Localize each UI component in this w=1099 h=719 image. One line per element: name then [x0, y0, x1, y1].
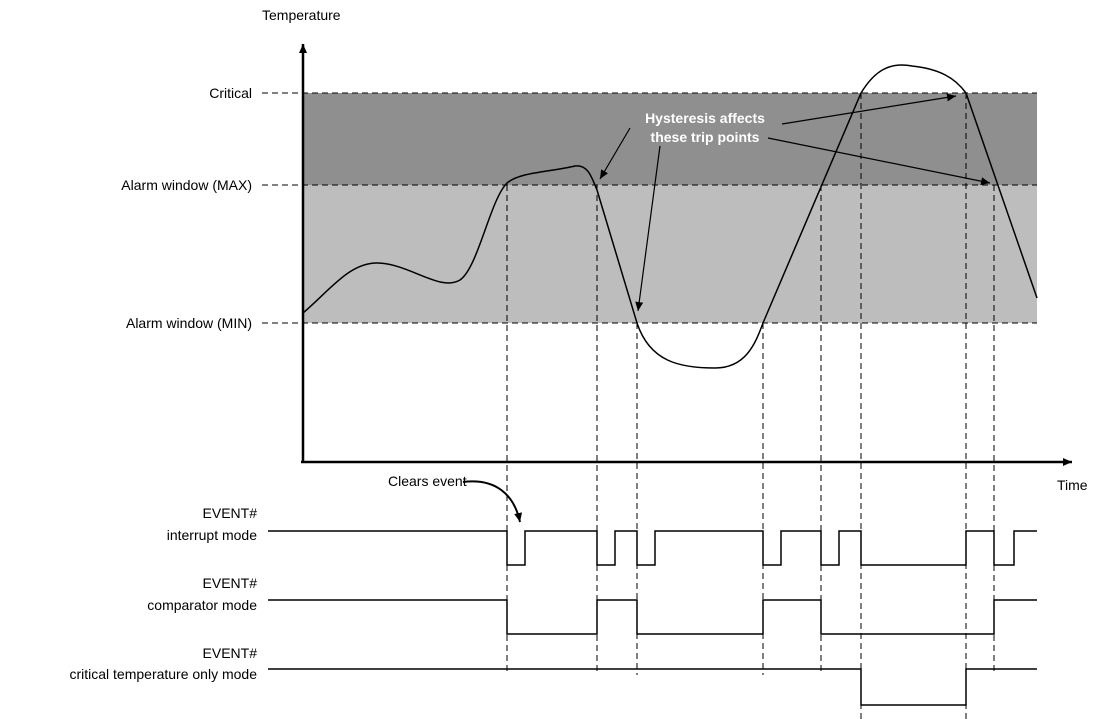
- hysteresis-callout-line1: Hysteresis affects: [645, 110, 765, 126]
- y-axis-label: Temperature: [262, 7, 341, 23]
- critical-label: Critical: [209, 85, 252, 101]
- critical-only-label-line2: critical temperature only mode: [69, 666, 257, 682]
- comparator-label-line1: EVENT#: [203, 575, 258, 591]
- min-label: Alarm window (MIN): [126, 315, 252, 331]
- hysteresis-arrows: [599, 93, 991, 312]
- clears-event-arrow: [462, 480, 523, 523]
- max-label: Alarm window (MAX): [121, 177, 252, 193]
- interrupt-waveform: [268, 530, 1037, 566]
- alarm-window-zone: [303, 185, 1037, 323]
- critical-zone: [303, 93, 1037, 185]
- temperature-curve: [302, 64, 1038, 369]
- critical-only-waveform: [268, 668, 1037, 706]
- interrupt-label-line2: interrupt mode: [167, 527, 257, 543]
- clears-event-label: Clears event: [388, 473, 467, 489]
- comparator-waveform: [268, 599, 1037, 635]
- x-axis-label: Time: [1057, 477, 1088, 493]
- critical-only-label-line1: EVENT#: [203, 645, 258, 661]
- interrupt-label-line1: EVENT#: [203, 505, 258, 521]
- hysteresis-callout-line2: these trip points: [651, 129, 760, 145]
- comparator-label-line2: comparator mode: [147, 597, 257, 613]
